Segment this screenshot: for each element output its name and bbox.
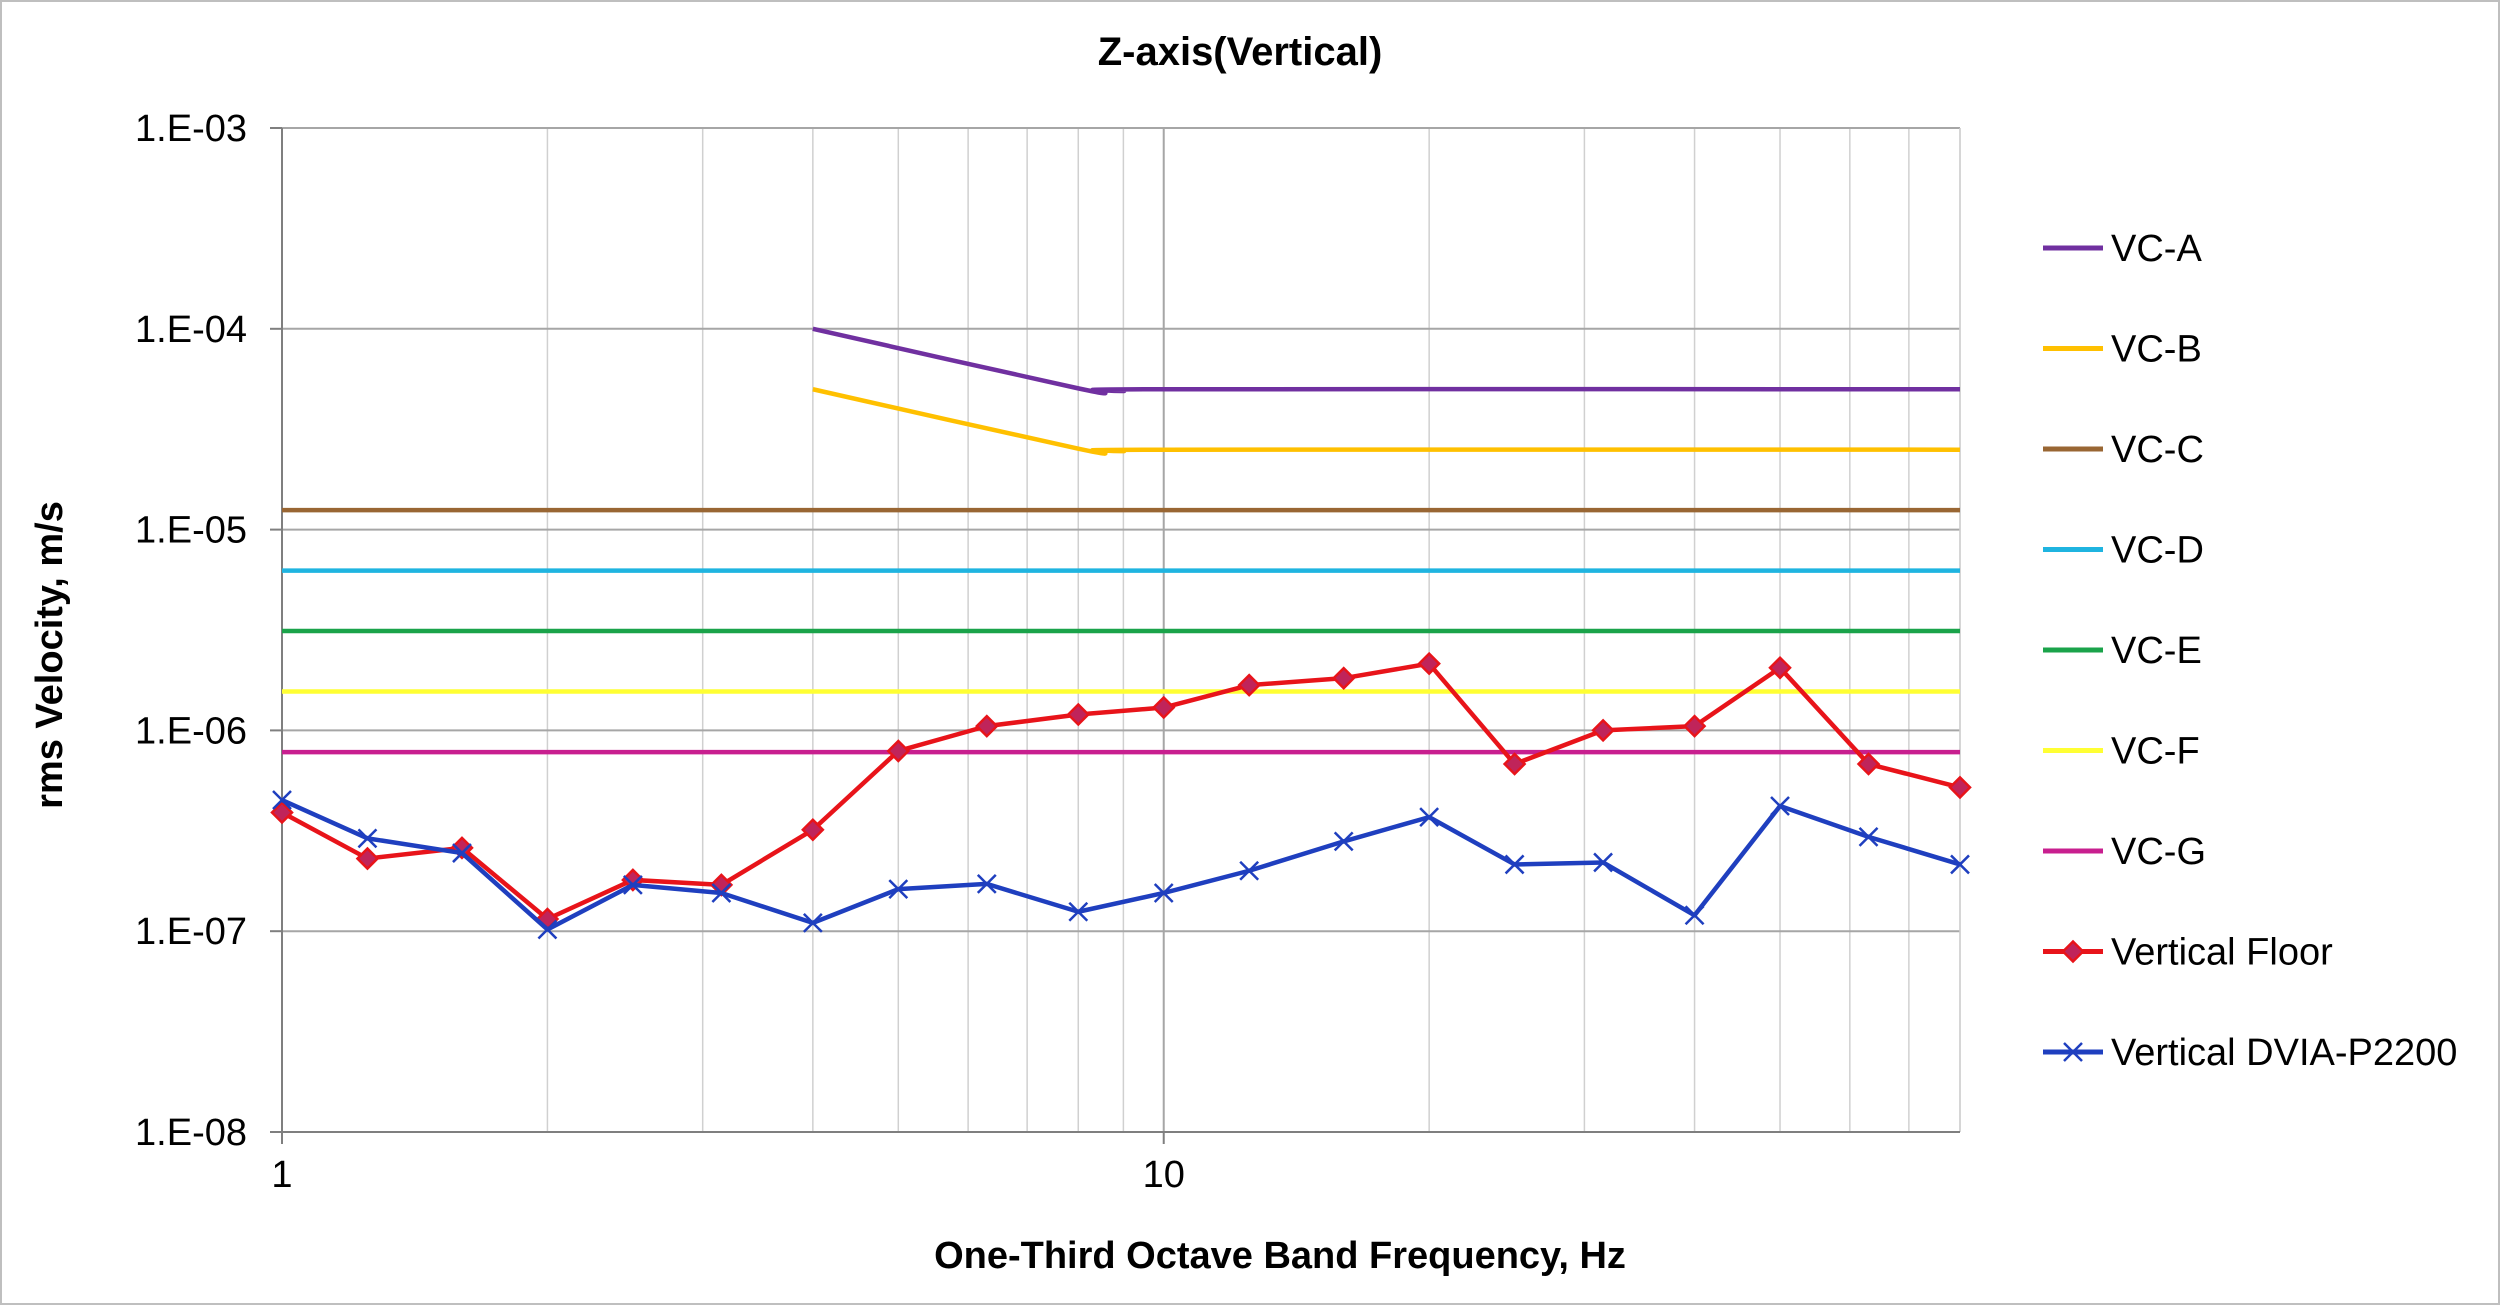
data-point-vertical-floor xyxy=(1768,656,1792,680)
x-tick-label: 10 xyxy=(1143,1154,1185,1196)
data-point-vertical-dvia-p2200 xyxy=(711,883,732,903)
data-point-vertical-floor xyxy=(1237,673,1261,697)
x-tick-label: 1 xyxy=(271,1154,292,1196)
legend-item-vc-g: VC-G xyxy=(2043,831,2206,873)
legend-label: VC-C xyxy=(2111,429,2204,471)
data-point-vertical-dvia-p2200 xyxy=(1068,901,1089,922)
chart-title: Z-axis(Vertical) xyxy=(1098,30,1383,74)
data-point-vertical-floor xyxy=(1856,752,1881,776)
series-vc-a xyxy=(812,326,1961,396)
data-point-vertical-floor xyxy=(801,817,825,842)
y-tick-label: 1.E-05 xyxy=(135,510,247,552)
y-tick-label: 1.E-03 xyxy=(135,108,247,150)
legend-label: VC-B xyxy=(2111,329,2202,371)
y-tick-label: 1.E-07 xyxy=(135,911,247,953)
y-axis-title: rms Velocity, m/s xyxy=(29,501,71,809)
data-point-vertical-floor xyxy=(270,800,294,825)
data-point-vertical-floor xyxy=(355,846,380,871)
data-point-vertical-dvia-p2200 xyxy=(272,790,292,810)
data-point-vertical-floor xyxy=(1948,775,1972,800)
legend-label: VC-F xyxy=(2111,731,2200,773)
legend-label: Vertical DVIA-P2200 xyxy=(2111,1032,2457,1074)
legend-marker xyxy=(2061,939,2085,964)
data-point-vertical-floor xyxy=(886,739,911,763)
legend-item-vertical-floor: Vertical Floor xyxy=(2043,932,2333,974)
legend: VC-A VC-B VC-C VC-D VC-E VC-F VC-G Vertical Flo… xyxy=(2043,228,2457,1074)
series-vertical-floor xyxy=(270,651,1972,931)
legend-item-vc-d: VC-D xyxy=(2043,530,2204,572)
x-axis-title: One-Third Octave Band Frequency, Hz xyxy=(934,1235,1626,1277)
legend-item-vc-a: VC-A xyxy=(2043,228,2202,270)
legend-item-vc-e: VC-E xyxy=(2043,630,2202,672)
series-line-vertical-floor xyxy=(280,661,1961,922)
legend-label: VC-D xyxy=(2111,530,2204,572)
series-line-vertical-dvia-p2200 xyxy=(281,797,1961,932)
data-point-vertical-dvia-p2200 xyxy=(802,913,823,933)
data-point-vertical-floor xyxy=(975,714,999,738)
data-point-vertical-dvia-p2200 xyxy=(1333,831,1354,852)
series-line-vc-b xyxy=(812,387,1961,456)
data-point-vertical-floor xyxy=(1417,651,1441,676)
series-vertical-dvia-p2200 xyxy=(272,790,1970,940)
data-point-vertical-floor xyxy=(1331,666,1356,690)
y-tick-label: 1.E-04 xyxy=(135,309,247,351)
series-vc-b xyxy=(812,387,1961,456)
data-point-vertical-dvia-p2200 xyxy=(357,828,378,849)
legend-label: VC-G xyxy=(2111,831,2206,873)
series xyxy=(270,326,1972,940)
data-point-vertical-dvia-p2200 xyxy=(537,919,558,940)
legend-item-vc-b: VC-B xyxy=(2043,329,2202,371)
data-point-vertical-floor xyxy=(1151,695,1176,720)
legend-label: Vertical Floor xyxy=(2111,932,2333,974)
legend-label: VC-A xyxy=(2111,228,2202,270)
data-point-vertical-dvia-p2200 xyxy=(1684,905,1705,926)
data-point-vertical-dvia-p2200 xyxy=(1504,854,1525,875)
data-point-vertical-floor xyxy=(1502,752,1527,776)
data-point-vertical-floor xyxy=(1682,714,1707,738)
data-point-vertical-dvia-p2200 xyxy=(976,874,997,894)
data-point-vertical-floor xyxy=(1591,718,1615,743)
series-line-vc-a xyxy=(812,326,1961,396)
legend-item-vc-c: VC-C xyxy=(2043,429,2204,471)
data-point-vertical-dvia-p2200 xyxy=(1593,852,1613,873)
data-point-vertical-dvia-p2200 xyxy=(1153,883,1174,903)
data-point-vertical-dvia-p2200 xyxy=(622,875,643,895)
legend-label: VC-E xyxy=(2111,630,2202,672)
data-point-vertical-dvia-p2200 xyxy=(1239,860,1260,881)
data-point-vertical-dvia-p2200 xyxy=(1770,796,1790,816)
data-point-vertical-floor xyxy=(1066,702,1091,727)
data-point-vertical-dvia-p2200 xyxy=(1950,854,1970,875)
data-point-vertical-dvia-p2200 xyxy=(452,843,472,863)
data-point-vertical-dvia-p2200 xyxy=(1419,807,1440,827)
legend-item-vc-f: VC-F xyxy=(2043,731,2200,773)
data-point-vertical-dvia-p2200 xyxy=(888,879,909,900)
legend-item-vertical-dvia-p2200: Vertical DVIA-P2200 xyxy=(2043,1032,2457,1074)
data-point-vertical-dvia-p2200 xyxy=(1858,826,1879,847)
y-tick-label: 1.E-06 xyxy=(135,710,247,752)
y-tick-label: 1.E-08 xyxy=(135,1112,247,1154)
legend-marker xyxy=(2063,1042,2083,1062)
